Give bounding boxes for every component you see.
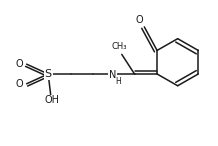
Text: H: H xyxy=(115,77,121,86)
Text: OH: OH xyxy=(45,95,60,105)
Text: S: S xyxy=(45,69,52,79)
Text: O: O xyxy=(16,79,24,89)
Text: CH₃: CH₃ xyxy=(111,42,127,51)
Text: O: O xyxy=(16,59,24,69)
Text: N: N xyxy=(109,70,117,80)
Text: O: O xyxy=(136,15,143,25)
